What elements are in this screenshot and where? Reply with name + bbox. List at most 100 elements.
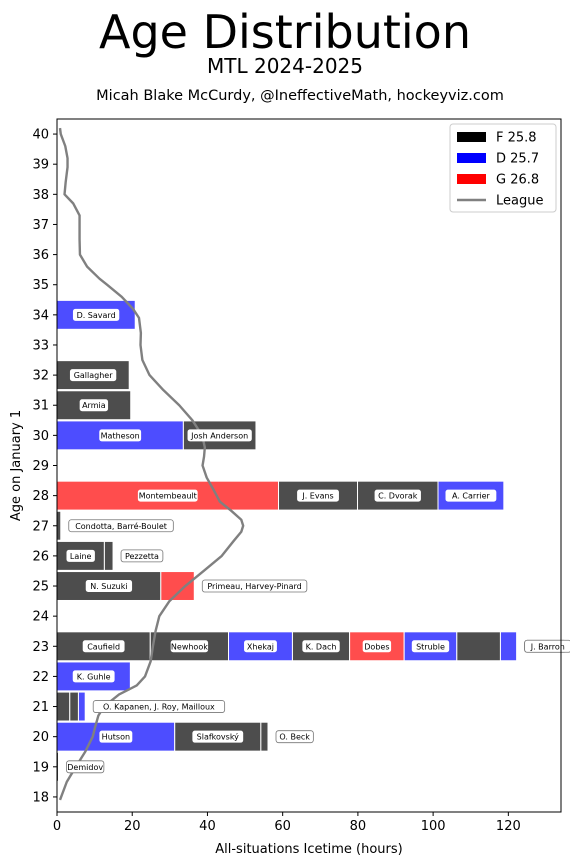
label-box-j-evans [297, 489, 339, 502]
label-box-matheson [99, 429, 142, 442]
label-box-dobes [362, 640, 392, 653]
label-slafkovsky: Slafkovský [197, 733, 240, 742]
label-box-condotta-barre-boulet [68, 519, 174, 533]
label-caufield: Caufield [87, 642, 120, 651]
label-box-hutson [99, 730, 133, 743]
y-tick-label-28: 28 [32, 489, 49, 504]
label-pezzetta: Pezzetta [125, 552, 159, 561]
label-d-savard: D. Savard [77, 311, 116, 320]
legend-label-f: F 25.8 [496, 131, 537, 146]
label-condotta-barre-boulet: Condotta, Barré-Boulet [75, 521, 167, 531]
bar-layer [56, 299, 518, 782]
y-tick-label-26: 26 [32, 549, 49, 564]
y-tick-label-38: 38 [32, 188, 49, 203]
label-montembeault: Montembeault [139, 492, 197, 501]
label-armia: Armia [82, 401, 106, 410]
label-primeau-harvey-pinard: Primeau, Harvey-Pinard [207, 582, 301, 591]
label-josh-anderson: Josh Anderson [190, 431, 248, 440]
chart-subtitle: MTL 2024-2025 [207, 54, 363, 78]
y-tick-label-21: 21 [32, 700, 49, 715]
player-label-layer: D. Savard Gallagher Armia Matheson Josh Ande… [66, 308, 570, 774]
y-tick-label-32: 32 [32, 369, 49, 384]
y-tick-label-31: 31 [32, 399, 49, 414]
label-box-d-savard [72, 308, 120, 321]
x-tick-label-0: 0 [53, 819, 61, 834]
label-box-k-guhle [72, 670, 115, 683]
bar-j-barron [499, 631, 518, 662]
label-o-kapanen-j-roy-mailloux: O. Kapanen, J. Roy, Mailloux [103, 703, 215, 712]
label-dobes: Dobes [364, 642, 389, 651]
bar-heineman [456, 631, 501, 662]
y-tick-label-23: 23 [32, 640, 49, 655]
legend-swatch-d [457, 153, 486, 163]
y-tick-label-20: 20 [32, 730, 49, 745]
legend-swatch-g [457, 174, 486, 184]
bar-o-beck [260, 721, 269, 752]
label-k-guhle: K. Guhle [77, 672, 111, 681]
label-box-pezzetta [120, 549, 164, 563]
label-struble: Struble [416, 642, 445, 651]
x-tick-label-80: 80 [350, 819, 367, 834]
label-xhekaj: Xhekaj [247, 642, 274, 651]
bar-age-21-seg-2 [77, 691, 86, 722]
label-box-n-suzuki [85, 580, 133, 593]
label-j-evans: J. Evans [301, 492, 333, 501]
label-box-montembeault [137, 489, 198, 502]
label-box-newhook [170, 640, 209, 653]
label-box-j-barron [524, 639, 570, 653]
label-a-carrier: A. Carrier [452, 492, 490, 501]
label-box-gallagher [69, 369, 117, 382]
x-tick-label-60: 60 [274, 819, 291, 834]
label-hutson: Hutson [102, 733, 130, 742]
y-axis-label: Age on January 1 [9, 410, 24, 521]
label-box-demidov [66, 760, 105, 774]
y-tick-label-34: 34 [32, 308, 49, 323]
bar-age-21-seg-1 [69, 691, 79, 722]
y-tick-label-33: 33 [32, 338, 49, 353]
axes-layer: 0 20 40 60 80 100 120 18 19 20 21 22 23 24 25 26 27 28 29 3… [9, 118, 562, 857]
label-matheson: Matheson [101, 431, 140, 440]
label-c-dvorak: C. Dvorak [378, 492, 418, 501]
x-tick-label-120: 120 [496, 819, 521, 834]
y-tick-label-39: 39 [32, 158, 49, 173]
y-tick-label-18: 18 [32, 790, 49, 805]
y-tick-label-40: 40 [32, 128, 49, 143]
label-box-struble [411, 640, 450, 653]
label-k-dach: K. Dach [306, 642, 337, 651]
y-tick-label-25: 25 [32, 580, 49, 595]
x-tick-label-100: 100 [421, 819, 446, 834]
bar-condotta-barre-boulet [56, 510, 62, 541]
legend-swatch-f [457, 132, 486, 142]
legend: F 25.8 D 25.7 G 26.8 League [449, 123, 557, 213]
label-box-armia [79, 399, 109, 412]
label-j-barron: J. Barron [530, 642, 565, 651]
label-o-beck: O. Beck [279, 733, 310, 742]
label-box-c-dvorak [374, 489, 421, 502]
label-n-suzuki: N. Suzuki [90, 582, 127, 591]
bar-pezzetta [103, 540, 114, 571]
legend-label-d: D 25.7 [496, 152, 539, 167]
label-box-k-dach [302, 640, 340, 653]
bar-primeau-harvey-pinard [160, 571, 195, 601]
legend-box [449, 123, 557, 213]
x-axis-label: All-situations Icetime (hours) [215, 842, 402, 857]
label-box-primeau-harvey-pinard [201, 579, 308, 593]
label-newhook: Newhook [171, 642, 208, 651]
y-tick-label-35: 35 [32, 278, 49, 293]
label-laine: Laine [70, 552, 92, 561]
y-tick-label-24: 24 [32, 610, 49, 625]
y-tick-label-30: 30 [32, 429, 49, 444]
x-tick-label-40: 40 [199, 819, 216, 834]
chart-title: Age Distribution [99, 5, 471, 59]
label-box-laine [66, 549, 95, 562]
bar-o-kapanen-j-roy-mailloux [56, 691, 71, 722]
label-box-a-carrier [445, 489, 497, 502]
label-gallagher: Gallagher [74, 371, 114, 380]
label-demidov: Demidov [67, 763, 103, 772]
label-box-caufield [82, 640, 125, 653]
label-box-xhekaj [244, 640, 277, 653]
x-tick-label-20: 20 [124, 819, 141, 834]
label-box-josh-anderson [187, 429, 252, 442]
y-tick-label-36: 36 [32, 248, 49, 263]
